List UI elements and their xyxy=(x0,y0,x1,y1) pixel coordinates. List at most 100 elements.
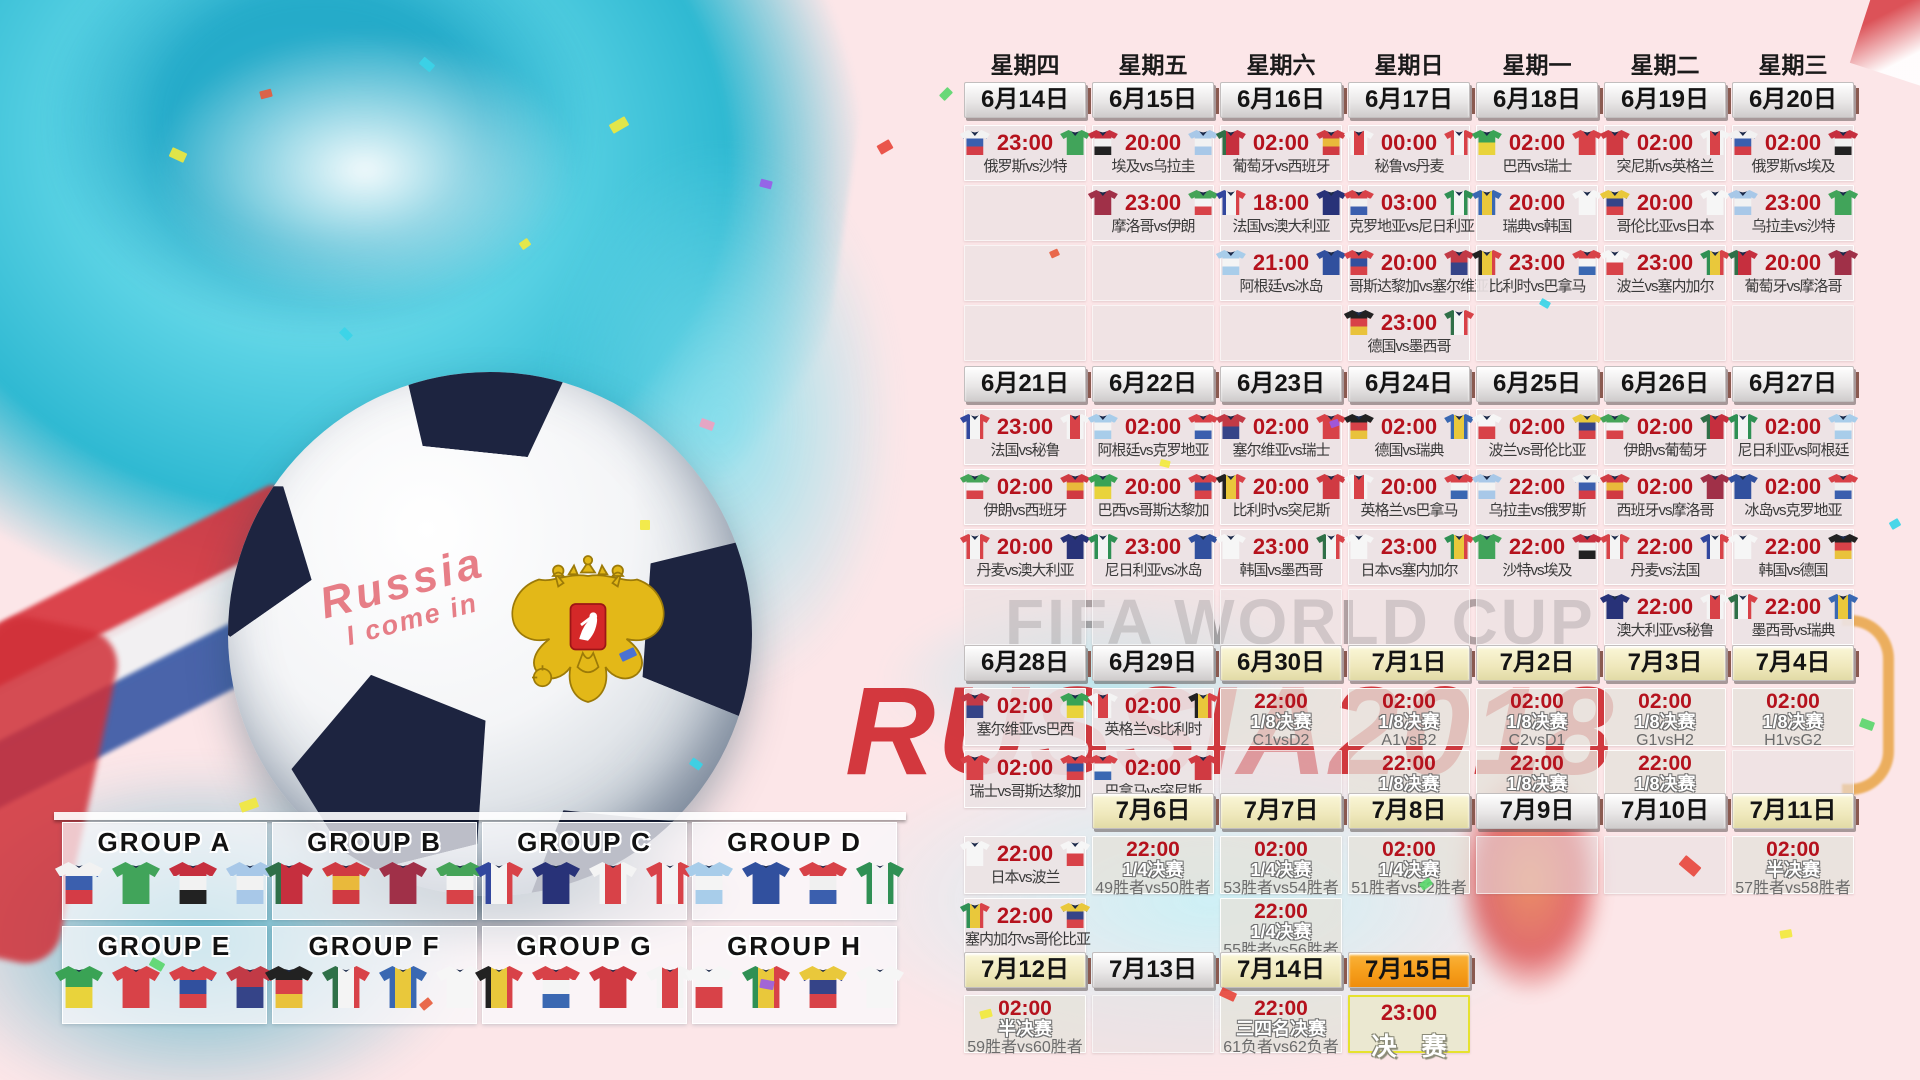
jersey-icon-突尼斯 xyxy=(589,966,637,1008)
jersey-collar xyxy=(969,414,980,420)
jersey-icon-突尼斯 xyxy=(1188,755,1219,780)
match-cell: 22:00 墨西哥vs瑞典 xyxy=(1727,589,1859,645)
jersey-collar xyxy=(1582,250,1593,256)
jersey-icon-比利时 xyxy=(1471,250,1502,275)
match-row: 22:00 xyxy=(1471,470,1603,500)
jersey-icon-西班牙 xyxy=(1060,474,1091,499)
match-cell: 02:00 德国vs瑞典 xyxy=(1343,409,1475,465)
day-column: 7月9日 xyxy=(1476,793,1603,956)
jersey-icon-波兰 xyxy=(685,966,733,1008)
jersey-collar xyxy=(700,966,718,972)
jersey-icon-丹麦 xyxy=(1444,130,1475,155)
week-row-1: 星期四 6月14日 23:00 俄罗斯vs沙特 星期五 6月15日 20:00 埃及vs乌拉圭… xyxy=(959,46,1859,361)
jersey-icon-巴拿马 xyxy=(1087,755,1118,780)
jersey-icon-巴西 xyxy=(55,966,103,1008)
jersey-icon-乌拉圭 xyxy=(1188,130,1219,155)
empty-cell xyxy=(1092,589,1214,645)
jersey-icon-法国 xyxy=(1700,534,1731,559)
knockout-time: 02:00 xyxy=(1638,690,1692,713)
jersey-collar xyxy=(70,862,88,868)
jersey-collar xyxy=(1454,474,1465,480)
jersey-icon-秘鲁 xyxy=(1060,414,1091,439)
confetti-piece xyxy=(238,797,260,813)
match-cell: 23:00 俄罗斯vs沙特 xyxy=(959,125,1091,181)
jersey-collar xyxy=(1710,130,1721,136)
match-time: 02:00 xyxy=(1252,129,1310,155)
match-cell: 02:00 西班牙vs摩洛哥 xyxy=(1599,469,1731,525)
match-teams-label: 德国vs瑞典 xyxy=(1374,442,1444,459)
jersey-icon-俄罗斯 xyxy=(55,862,103,904)
jersey-collar xyxy=(1737,250,1748,256)
week-row-3: 6月28日 02:00 塞尔维亚vs巴西 02:00 瑞士vs哥斯达黎加 6月29日 02:… xyxy=(959,645,1859,811)
jersey-icon-比利时 xyxy=(1188,693,1219,718)
match-time: 02:00 xyxy=(1508,129,1566,155)
jersey-collar xyxy=(1097,755,1108,761)
ball-pentagon xyxy=(391,372,576,460)
group-box-group-f: GROUP F xyxy=(265,926,484,1024)
date-button: 7月12日 xyxy=(964,952,1091,988)
match-time: 22:00 xyxy=(1636,533,1694,559)
match-row: 02:00 xyxy=(1087,410,1219,440)
weekday-label: 星期三 xyxy=(1758,52,1828,78)
match-teams-label: 葡萄牙vs摩洛哥 xyxy=(1744,278,1842,295)
knockout-pairing: C1vsD2 xyxy=(1252,732,1310,749)
match-teams-label: 西班牙vs摩洛哥 xyxy=(1616,502,1714,519)
day-column: 22:00 日本vs波兰 22:00 塞内加尔vs哥伦比亚 xyxy=(959,793,1091,956)
weekday-label: 星期五 xyxy=(1118,52,1188,78)
group-label: GROUP E xyxy=(97,931,232,961)
match-time: 02:00 xyxy=(1124,413,1182,439)
confetti-piece xyxy=(698,417,716,432)
jersey-icon-秘鲁 xyxy=(1343,130,1374,155)
jersey-collar xyxy=(70,966,88,972)
day-column: 7月10日 xyxy=(1604,793,1731,956)
match-cell: 23:00 德国vs墨西哥 xyxy=(1343,305,1475,361)
group-label: GROUP B xyxy=(307,827,442,857)
match-row: 20:00 xyxy=(1343,246,1475,276)
match-cell: 23:00 日本vs塞内加尔 xyxy=(1343,529,1475,585)
jersey-icon-英格兰 xyxy=(1087,693,1118,718)
jersey-icon-埃及 xyxy=(169,862,217,904)
jersey-icon-澳大利亚 xyxy=(532,862,580,904)
match-row: 20:00 xyxy=(1599,186,1731,216)
match-cell: 20:00 巴西vs哥斯达黎加 xyxy=(1087,469,1219,525)
jersey-icon-摩洛哥 xyxy=(379,862,427,904)
match-teams-label: 韩国vs墨西哥 xyxy=(1239,562,1323,579)
day-column: 7月6日 22:00 1/4决赛 49胜者vs50胜者 xyxy=(1092,793,1219,956)
knockout-cell: 22:00 1/4决赛 55胜者vs56胜者 xyxy=(1220,898,1342,959)
match-teams-label: 巴西vs瑞士 xyxy=(1502,158,1572,175)
date-button: 6月19日 xyxy=(1604,82,1731,118)
week-row-5: 7月12日 02:00 半决赛 59胜者vs60胜者 7月13日 7月14日 22:00 三四… xyxy=(964,952,1854,1061)
jersey-icon-克罗地亚 xyxy=(1188,414,1219,439)
knockout-cell: 02:00 1/8决赛 C2vsD1 xyxy=(1476,688,1598,749)
match-teams-label: 比利时vs巴拿马 xyxy=(1488,278,1586,295)
date-button: 6月18日 xyxy=(1476,82,1603,118)
jersey-collar xyxy=(1326,130,1337,136)
date-button: 6月26日 xyxy=(1604,366,1731,402)
jersey-icon-墨西哥 xyxy=(1444,310,1475,335)
date-button: 7月6日 xyxy=(1092,793,1219,829)
jersey-icon-韩国 xyxy=(1572,190,1603,215)
jersey-collar xyxy=(1070,841,1081,847)
match-cell: 20:00 比利时vs突尼斯 xyxy=(1215,469,1347,525)
match-teams-label: 哥斯达黎加vs塞尔维亚 xyxy=(1349,278,1489,295)
ball-pentagon xyxy=(228,440,337,655)
jersey-icon-日本 xyxy=(959,841,990,866)
knockout-stage: 1/8决赛 xyxy=(1506,712,1568,732)
jersey-icon-俄罗斯 xyxy=(1727,130,1758,155)
empty-cell xyxy=(1476,589,1598,645)
jersey-collar xyxy=(394,862,412,868)
match-time: 20:00 xyxy=(1636,189,1694,215)
day-column: 7月12日 02:00 半决赛 59胜者vs60胜者 xyxy=(964,952,1091,1056)
jersey-icon-哥斯达黎加 xyxy=(1188,474,1219,499)
match-teams-label: 克罗地亚vs尼日利亚 xyxy=(1349,218,1475,235)
soccer-ball xyxy=(228,372,752,896)
match-row: 20:00 xyxy=(1215,470,1347,500)
match-row: 20:00 xyxy=(1087,470,1219,500)
jersey-collar xyxy=(1838,534,1849,540)
match-teams-label: 俄罗斯vs沙特 xyxy=(983,158,1067,175)
jersey-collar xyxy=(1454,534,1465,540)
knockout-stage: 1/4决赛 xyxy=(1250,860,1312,880)
jersey-icon-突尼斯 xyxy=(1599,130,1630,155)
jersey-icon-瑞士 xyxy=(1316,414,1347,439)
jersey-collar xyxy=(757,966,775,972)
